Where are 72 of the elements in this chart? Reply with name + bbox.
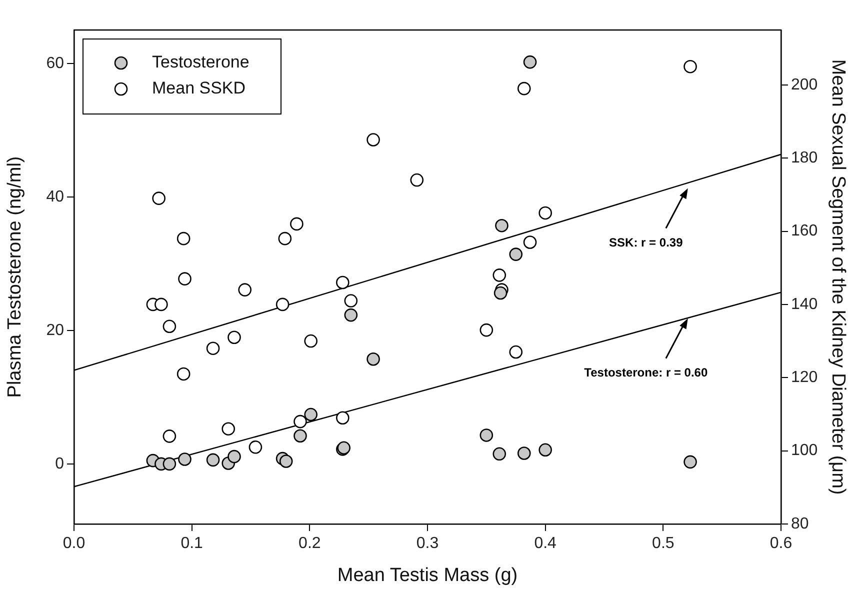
point: [304, 408, 318, 422]
point: [162, 457, 176, 471]
y-tick-label: 0: [55, 455, 64, 472]
point: [523, 55, 537, 69]
point: [222, 422, 236, 436]
point: [178, 272, 192, 286]
x-tick-label: 0.2: [298, 535, 321, 552]
y2-tick-label: 160: [791, 222, 818, 240]
point: [538, 206, 552, 220]
point: [684, 60, 697, 74]
point: [278, 232, 292, 246]
point: [480, 323, 494, 337]
legend-label: Testosterone: [152, 52, 250, 72]
point: [366, 352, 380, 366]
point: [238, 283, 252, 296]
point: [304, 334, 318, 348]
y-tick-label: 60: [46, 54, 64, 72]
point: [517, 82, 531, 96]
point: [336, 276, 350, 290]
point: [509, 248, 523, 261]
y-axis-title: Plasma Testosterone (ng/ml): [4, 156, 26, 398]
x-axis-title: Mean Testis Mass (g): [337, 564, 518, 586]
point: [294, 429, 307, 443]
point: [336, 411, 350, 425]
x-tick-label: 0.1: [180, 535, 204, 552]
y-tick-label: 40: [46, 188, 64, 206]
point: [494, 286, 508, 300]
y2-tick-label: 140: [791, 296, 818, 313]
y2-tick-label: 200: [791, 76, 818, 94]
point: [279, 454, 293, 468]
point: [480, 428, 494, 442]
point: [523, 236, 537, 249]
point: [248, 440, 262, 454]
point: [344, 294, 358, 308]
y-tick-label: 20: [46, 322, 64, 339]
point: [162, 320, 176, 334]
x-tick-label: 0.4: [534, 535, 557, 552]
point: [154, 298, 168, 312]
y2-axis-title: Mean Sexual Segment of the Kidney Diameter (μm): [827, 59, 848, 495]
y2-tick-label: 100: [791, 442, 818, 460]
point: [538, 443, 552, 457]
point: [228, 330, 241, 344]
point: [276, 298, 290, 312]
x-tick-label: 0.5: [652, 535, 674, 552]
point: [344, 308, 358, 322]
legend-label: Mean SSKD: [152, 78, 246, 98]
point: [366, 133, 380, 146]
x-tick-label: 0.0: [62, 535, 86, 552]
y2-tick-label: 80: [791, 515, 809, 532]
point: [228, 450, 241, 464]
y2-tick-label: 120: [791, 369, 818, 386]
annotation: Testosterone: r = 0.60: [584, 366, 708, 380]
annotation: SSK: r = 0.39: [609, 236, 684, 250]
point: [492, 447, 506, 461]
y2-tick-label: 180: [791, 149, 818, 166]
x-tick-label: 0.6: [770, 535, 792, 552]
point: [206, 453, 220, 467]
x-tick-label: 0.3: [416, 535, 439, 552]
point: [162, 430, 176, 443]
point: [176, 367, 190, 381]
point: [290, 217, 304, 231]
point: [517, 446, 531, 460]
point: [178, 452, 192, 466]
point: [410, 173, 424, 187]
point: [206, 342, 220, 356]
point: [176, 232, 190, 246]
point: [492, 268, 506, 282]
point: [294, 414, 307, 428]
point: [152, 192, 166, 205]
point: [509, 345, 523, 359]
point: [684, 455, 697, 469]
point: [495, 218, 508, 232]
